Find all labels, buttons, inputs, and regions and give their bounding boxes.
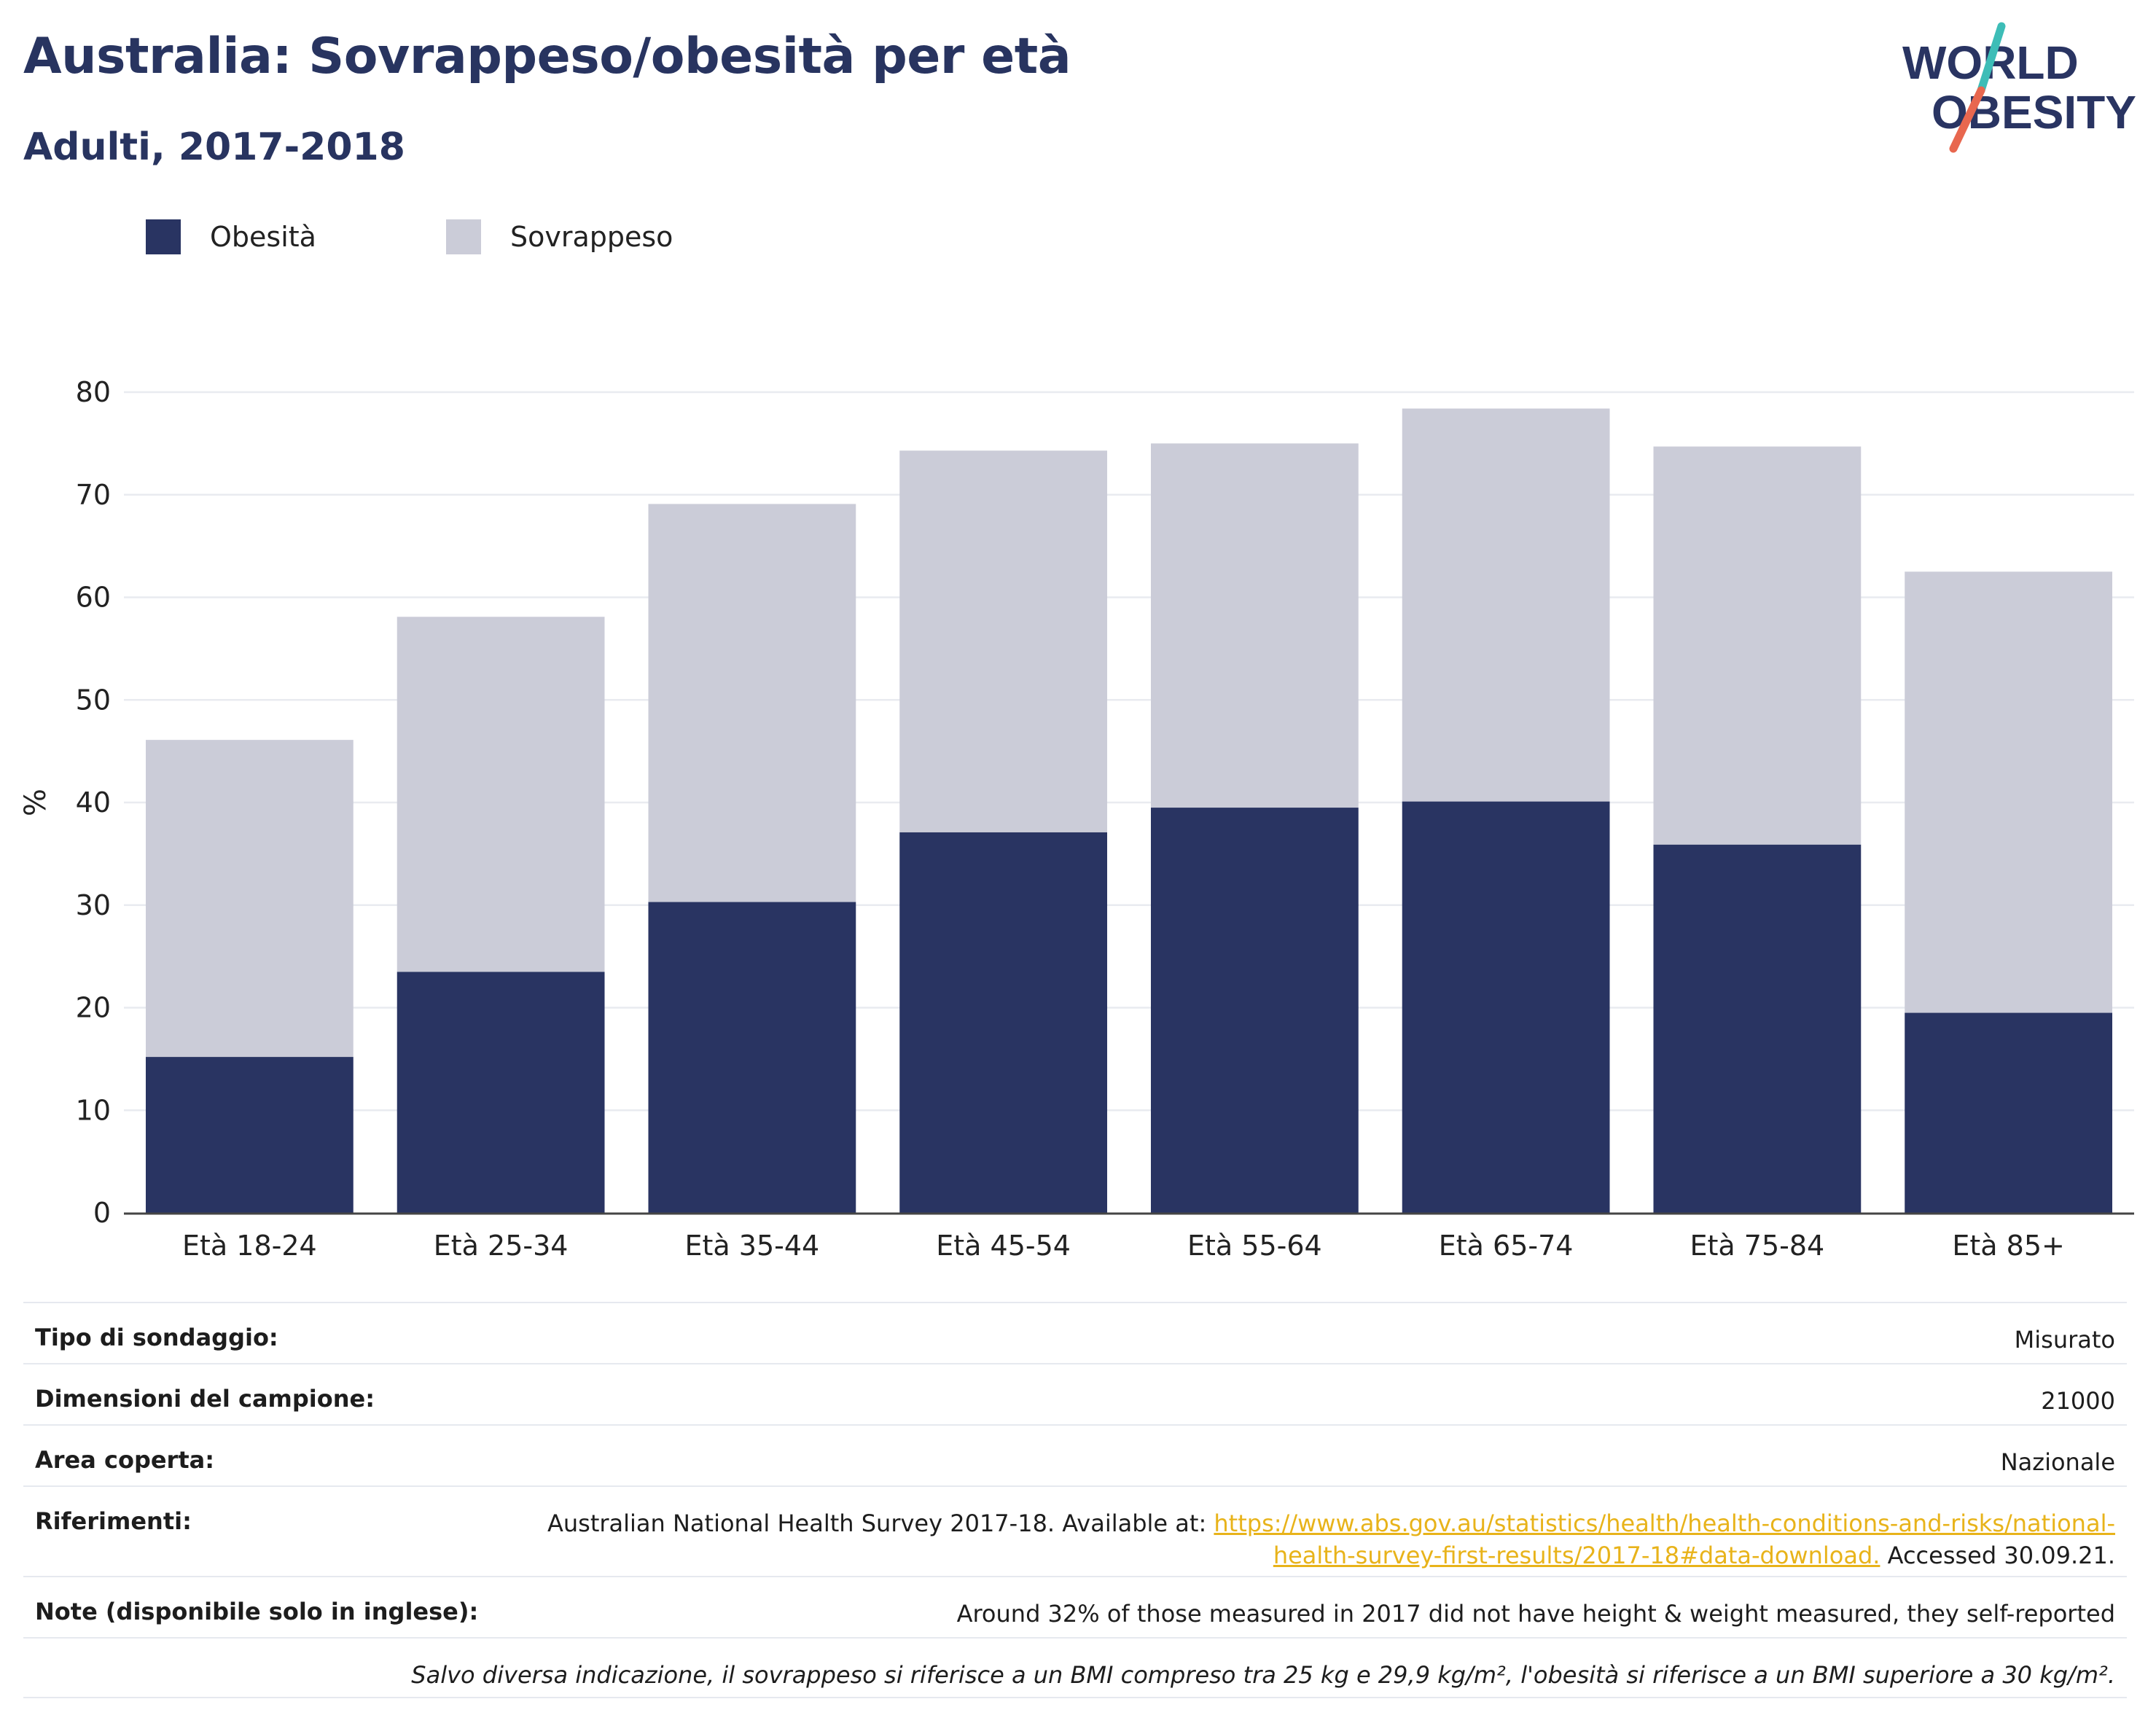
- y-axis-ticks: 0 10 20 30 40 50 60 70 80: [76, 376, 111, 1229]
- legend-item-overweight[interactable]: Sovrappeso: [446, 217, 673, 257]
- notes-label: Note (disponibile solo in inglese):: [35, 1598, 479, 1625]
- bar-overweight-4[interactable]: [899, 450, 1108, 832]
- bar-obesity-3[interactable]: [648, 902, 856, 1213]
- area-label: Area coperta:: [35, 1446, 215, 1474]
- y-tick-label-60: 60: [76, 582, 111, 614]
- references-text: Australian National Health Survey 2017-1…: [547, 1510, 1214, 1537]
- bar-overweight-3[interactable]: [648, 504, 856, 902]
- info-row-references: Riferimenti: Australian National Health …: [23, 1485, 2127, 1576]
- bar-overweight-1[interactable]: [145, 740, 354, 1058]
- y-tick-label-50: 50: [76, 684, 111, 716]
- bar-obesity-4[interactable]: [899, 832, 1108, 1213]
- bars: [145, 408, 2113, 1213]
- info-row-footnote: Salvo diversa indicazione, il sovrappeso…: [23, 1637, 2127, 1698]
- y-tick-label-20: 20: [76, 992, 111, 1024]
- world-obesity-logo: WORLD OBESITY: [1902, 22, 2136, 153]
- chart-subtitle: Adulti, 2017-2018: [23, 125, 405, 169]
- legend-swatch-obesity: [146, 219, 181, 254]
- y-tick-label-80: 80: [76, 376, 111, 408]
- references-label: Riferimenti:: [35, 1507, 192, 1535]
- bar-overweight-6[interactable]: [1402, 408, 1610, 802]
- bar-obesity-5[interactable]: [1150, 808, 1359, 1213]
- sample-size-value: 21000: [2041, 1387, 2115, 1415]
- x-tick-label-7: Età 75-84: [1690, 1230, 1825, 1262]
- sample-size-label: Dimensioni del campione:: [35, 1385, 375, 1413]
- survey-type-value: Misurato: [2014, 1326, 2115, 1354]
- legend-label-obesity: Obesità: [210, 221, 316, 253]
- info-row-sample-size: Dimensioni del campione: 21000: [23, 1363, 2127, 1424]
- logo-slash-teal: [1977, 22, 2006, 95]
- bar-overweight-7[interactable]: [1653, 446, 1862, 845]
- bar-overweight-5[interactable]: [1150, 443, 1359, 808]
- y-tick-label-10: 10: [76, 1094, 111, 1126]
- bmi-footnote: Salvo diversa indicazione, il sovrappeso…: [411, 1661, 2115, 1689]
- bar-obesity-6[interactable]: [1402, 801, 1610, 1213]
- survey-type-label: Tipo di sondaggio:: [35, 1324, 278, 1351]
- x-tick-label-4: Età 45-54: [936, 1230, 1071, 1262]
- y-tick-label-0: 0: [93, 1197, 111, 1229]
- x-tick-label-3: Età 35-44: [685, 1230, 820, 1262]
- legend-label-overweight: Sovrappeso: [510, 221, 673, 253]
- x-tick-label-5: Età 55-64: [1187, 1230, 1322, 1262]
- references-link-part1[interactable]: https://www.abs.gov.au/statistics/health…: [1214, 1510, 2115, 1537]
- logo-slash-red: [1949, 86, 1985, 153]
- x-tick-label-6: Età 65-74: [1439, 1230, 1574, 1262]
- area-value: Nazionale: [2000, 1448, 2115, 1476]
- chart-title: Australia: Sovrappeso/obesità per età: [23, 28, 1071, 85]
- bar-obesity-1[interactable]: [145, 1057, 354, 1213]
- references-value: Australian National Health Survey 2017-1…: [547, 1507, 2115, 1571]
- x-axis-ticks: Età 18-24 Età 25-34 Età 35-44 Età 45-54 Età …: [182, 1230, 2065, 1262]
- bar-overweight-2[interactable]: [397, 617, 605, 972]
- legend-swatch-overweight: [446, 219, 481, 254]
- references-accessed: Accessed 30.09.21.: [1880, 1542, 2115, 1569]
- bar-obesity-8[interactable]: [1905, 1012, 2113, 1213]
- y-tick-label-30: 30: [76, 889, 111, 921]
- info-row-area: Area coperta: Nazionale: [23, 1424, 2127, 1485]
- notes-value: Around 32% of those measured in 2017 did…: [956, 1600, 2115, 1628]
- legend-item-obesity[interactable]: Obesità: [146, 217, 316, 257]
- bar-obesity-2[interactable]: [397, 972, 605, 1213]
- y-tick-label-40: 40: [76, 786, 111, 819]
- bar-obesity-7[interactable]: [1653, 844, 1862, 1213]
- y-axis-label: %: [19, 789, 52, 816]
- y-tick-label-70: 70: [76, 479, 111, 511]
- x-tick-label-1: Età 18-24: [182, 1230, 317, 1262]
- info-row-survey-type: Tipo di sondaggio: Misurato: [23, 1302, 2127, 1363]
- bar-overweight-8[interactable]: [1905, 571, 2113, 1013]
- references-link-part2[interactable]: health-survey-first-results/2017-18#data…: [1273, 1542, 1880, 1569]
- x-tick-label-8: Età 85+: [1952, 1230, 2064, 1262]
- x-tick-label-2: Età 25-34: [434, 1230, 569, 1262]
- info-row-notes: Note (disponibile solo in inglese): Arou…: [23, 1576, 2127, 1637]
- survey-info-table: Tipo di sondaggio: Misurato Dimensioni d…: [23, 1302, 2127, 1698]
